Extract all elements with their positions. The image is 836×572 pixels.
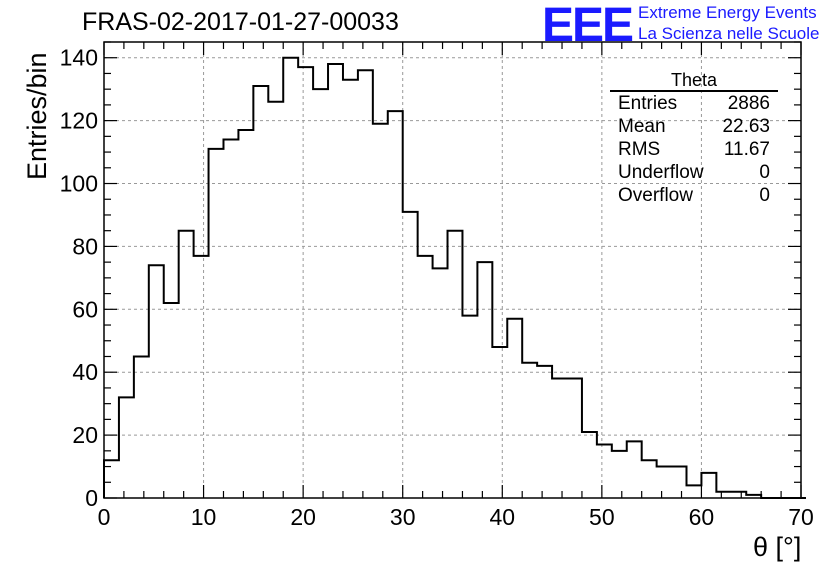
histogram-bin <box>179 231 194 498</box>
eee-logo: EEE <box>542 0 634 52</box>
histogram-bin <box>597 445 612 498</box>
y-tick-label: 80 <box>72 233 98 259</box>
stats-value: 0 <box>759 185 770 206</box>
y-tick-label: 40 <box>72 359 98 385</box>
histogram-bin <box>403 212 418 498</box>
histogram-bin <box>313 89 328 498</box>
stats-row-mean: Mean 22.63 <box>610 115 778 138</box>
y-tick-label: 140 <box>60 45 98 71</box>
histogram-bin <box>104 460 119 498</box>
y-axis-ticks: 0 20 40 60 80 100 120 140 <box>60 41 801 511</box>
histogram-bin <box>209 149 224 498</box>
x-axis-ticks: 0 10 20 30 40 50 60 70 <box>98 42 814 530</box>
chart-title: FRAS-02-2017-01-27-00033 <box>82 8 399 36</box>
histogram-bin <box>194 256 209 498</box>
stats-label: Mean <box>618 116 666 137</box>
stats-value: 11.67 <box>723 139 770 160</box>
y-tick-label: 120 <box>60 108 98 134</box>
histogram-bin <box>238 130 253 498</box>
stats-box: Theta Entries 2886 Mean 22.63 RMS 11.67 … <box>610 70 778 207</box>
x-tick-label: 10 <box>191 504 217 530</box>
histogram-bin <box>627 441 642 498</box>
histogram-bin <box>567 378 582 498</box>
histogram-bin <box>448 231 463 498</box>
y-tick-label: 60 <box>72 296 98 322</box>
y-tick-label: 0 <box>85 485 98 511</box>
histogram-bin <box>552 378 567 498</box>
stats-row-overflow: Overflow 0 <box>610 184 778 207</box>
histogram-line <box>103 56 806 499</box>
histogram-bin <box>223 139 238 498</box>
x-tick-label: 60 <box>689 504 715 530</box>
histogram-bin <box>507 319 522 498</box>
axes-frame <box>103 41 802 499</box>
logo-text-line2: La Scienza nelle Scuole <box>638 24 820 43</box>
y-tick-label: 20 <box>72 422 98 448</box>
stats-label: RMS <box>618 139 661 160</box>
plot-frame <box>103 41 802 499</box>
histogram-bin <box>388 111 403 498</box>
histogram-bin <box>433 268 448 498</box>
histogram-bin <box>477 262 492 498</box>
stats-row-rms: RMS 11.67 <box>610 138 778 161</box>
histogram-series <box>103 56 806 499</box>
histogram-bin <box>492 347 507 498</box>
histogram-bin <box>358 70 373 498</box>
histogram-bin <box>522 363 537 498</box>
histogram-bin <box>134 356 149 498</box>
histogram-bin <box>164 303 179 498</box>
histogram-bin <box>537 366 552 498</box>
logo-text-line1: Extreme Energy Events <box>638 3 817 22</box>
histogram-bin <box>119 397 134 498</box>
x-axis-label: θ [°] <box>753 532 802 562</box>
histogram-bin <box>642 460 657 498</box>
stats-label: Underflow <box>618 162 704 183</box>
stats-value: 22.63 <box>722 116 770 137</box>
x-tick-label: 0 <box>98 504 111 530</box>
x-tick-label: 20 <box>290 504 316 530</box>
stats-value: 0 <box>759 162 770 183</box>
stats-label: Overflow <box>618 185 693 206</box>
x-tick-label: 70 <box>788 504 814 530</box>
grid-lines <box>104 42 801 498</box>
histogram-bin <box>582 432 597 498</box>
histogram-bin <box>253 86 268 498</box>
histogram-bin <box>686 485 701 498</box>
y-axis-label: Entries/bin <box>22 52 52 180</box>
histogram-bin <box>283 58 298 498</box>
x-tick-label: 30 <box>390 504 416 530</box>
x-tick-label: 50 <box>589 504 615 530</box>
histogram-bin <box>373 124 388 498</box>
x-tick-label: 40 <box>489 504 515 530</box>
histogram-bin <box>612 451 627 498</box>
stats-label: Entries <box>618 93 678 114</box>
stats-row-entries: Entries 2886 <box>610 92 778 115</box>
histogram-bin <box>149 265 164 498</box>
y-tick-label: 100 <box>60 171 98 197</box>
histogram-bin <box>268 102 283 498</box>
histogram-bin <box>657 467 672 498</box>
histogram-bin <box>418 256 433 498</box>
histogram-bin <box>701 473 716 498</box>
stats-row-underflow: Underflow 0 <box>610 161 778 184</box>
histogram-bin <box>298 67 313 498</box>
histogram-bin <box>328 64 343 498</box>
histogram-bin <box>672 467 687 498</box>
stats-value: 2886 <box>727 93 770 114</box>
histogram-bin <box>462 316 477 498</box>
stats-title: Theta <box>610 70 778 92</box>
